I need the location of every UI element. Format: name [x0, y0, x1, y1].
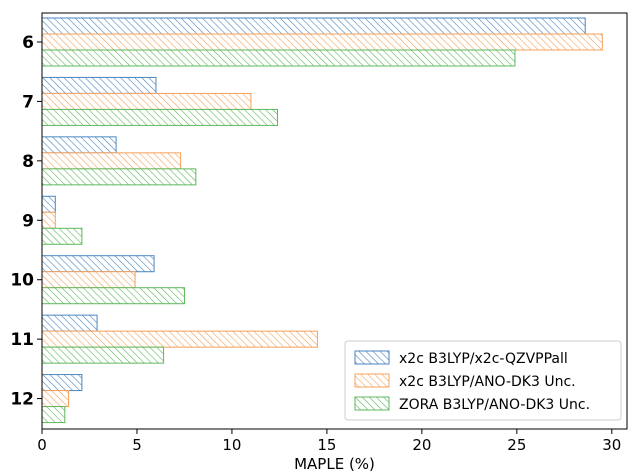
x-axis-title: MAPLE (%) — [294, 455, 375, 471]
legend-swatch — [354, 350, 390, 365]
bar-6-series-1 — [41, 17, 586, 35]
x-tick-label: 20 — [412, 436, 431, 454]
y-category-label: 10 — [10, 271, 34, 291]
bar-9-series-2 — [41, 211, 56, 229]
x-tick-label: 15 — [317, 436, 336, 454]
bar-11-series-2 — [41, 330, 318, 348]
bar-12-series-2 — [41, 390, 70, 408]
y-category-label: 12 — [10, 390, 34, 410]
x-tick-label: 10 — [222, 436, 241, 454]
bar-8-series-3 — [41, 168, 197, 186]
plot-frame — [41, 12, 628, 430]
bar-11-series-3 — [41, 346, 165, 364]
bar-9-series-1 — [41, 195, 56, 213]
y-category-label: 8 — [22, 152, 34, 172]
legend-frame — [344, 340, 622, 421]
bar-10-series-1 — [41, 255, 155, 273]
y-category-label: 7 — [22, 92, 34, 112]
x-axis: 0 5 10 15 20 25 30 — [37, 429, 621, 454]
y-category-label: 9 — [22, 211, 34, 231]
x-tick-label: 25 — [507, 436, 526, 454]
bar-12-series-3 — [41, 406, 66, 424]
legend-label: x2c B3LYP/x2c-QZVPPall — [399, 351, 568, 367]
y-category-label: 11 — [10, 330, 34, 350]
bar-8-series-1 — [41, 136, 117, 154]
x-tick-label: 5 — [132, 436, 142, 454]
bar-12-series-1 — [41, 374, 83, 392]
y-category-label: 6 — [22, 33, 34, 53]
legend-swatch — [354, 373, 390, 388]
y-axis: 6 7 8 9 10 11 12 — [10, 33, 42, 410]
x-tick-label: 30 — [602, 436, 621, 454]
legend-label: ZORA B3LYP/ANO-DK3 Unc. — [399, 397, 590, 413]
legend-label: x2c B3LYP/ANO-DK3 Unc. — [399, 374, 576, 390]
bar-6-series-2 — [41, 33, 603, 51]
bar-7-series-2 — [41, 92, 252, 110]
legend-swatch — [354, 396, 390, 411]
bar-10-series-3 — [41, 287, 185, 305]
bar-9-series-3 — [41, 227, 83, 245]
bar-8-series-2 — [41, 152, 182, 170]
bar-7-series-1 — [41, 76, 157, 94]
legend: x2c B3LYP/x2c-QZVPPall x2c B3LYP/ANO-DK3 … — [344, 340, 622, 421]
bar-7-series-3 — [41, 108, 279, 126]
bar-6-series-3 — [41, 49, 516, 67]
bar-10-series-2 — [41, 271, 136, 289]
x-tick-label: 0 — [37, 436, 47, 454]
bar-11-series-1 — [41, 314, 98, 332]
